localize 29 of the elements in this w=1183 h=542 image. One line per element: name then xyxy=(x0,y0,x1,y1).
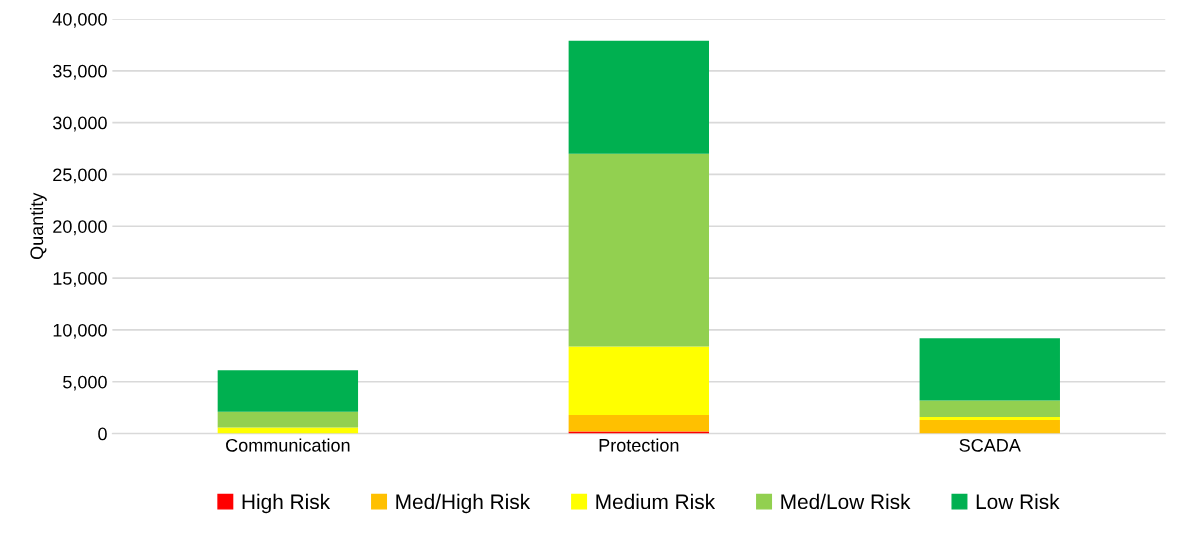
legend-label: Low Risk xyxy=(976,493,1060,510)
y-tick-label: 20,000 xyxy=(53,220,107,236)
y-tick-label: 0 xyxy=(98,427,107,441)
x-tick-label: Communication xyxy=(226,438,350,452)
legend-label: Med/High Risk xyxy=(396,493,531,514)
y-axis-title: Quantity xyxy=(29,192,47,260)
y-tick-label: 35,000 xyxy=(52,64,107,80)
legend-label: Med/Low Risk xyxy=(781,493,911,510)
y-tick-label: 5,000 xyxy=(63,375,107,391)
x-tick-label: Protection xyxy=(599,438,679,452)
bar xyxy=(568,414,710,432)
bar xyxy=(217,411,359,428)
bar xyxy=(568,346,710,415)
bar xyxy=(919,420,1060,434)
x-tick-label: SCADA xyxy=(959,438,1021,452)
bar xyxy=(568,153,710,347)
bar xyxy=(217,370,359,412)
y-tick-label: 10,000 xyxy=(53,323,107,339)
y-tick-label: 40,000 xyxy=(52,12,107,28)
bar xyxy=(919,400,1060,418)
y-tick-label: 30,000 xyxy=(52,116,107,132)
bar xyxy=(568,40,710,154)
bar xyxy=(919,338,1060,401)
legend-label: High Risk xyxy=(242,493,331,514)
legend-label: Medium Risk xyxy=(596,493,716,510)
bar xyxy=(919,417,1060,421)
bar xyxy=(217,427,359,434)
y-tick-label: 15,000 xyxy=(53,272,107,287)
y-tick-label: 25,000 xyxy=(53,168,107,184)
